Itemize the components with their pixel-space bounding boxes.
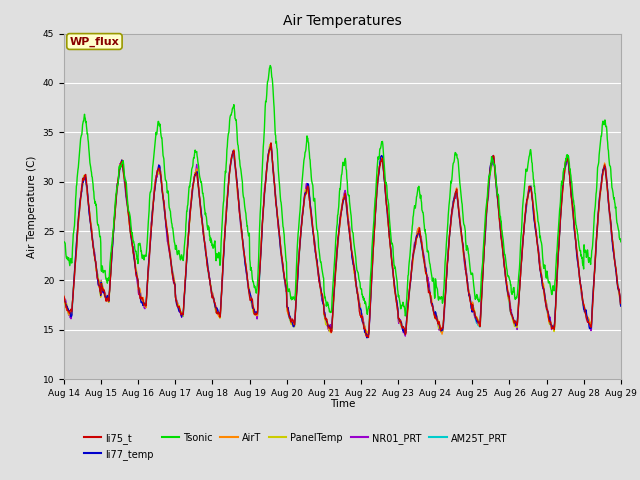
Y-axis label: Air Temperature (C): Air Temperature (C) (28, 155, 37, 258)
Text: WP_flux: WP_flux (70, 36, 119, 47)
Legend: li75_t, li77_temp, Tsonic, AirT, PanelTemp, NR01_PRT, AM25T_PRT: li75_t, li77_temp, Tsonic, AirT, PanelTe… (80, 429, 511, 464)
X-axis label: Time: Time (330, 399, 355, 409)
Title: Air Temperatures: Air Temperatures (283, 14, 402, 28)
Bar (64, 34, 621, 182)
